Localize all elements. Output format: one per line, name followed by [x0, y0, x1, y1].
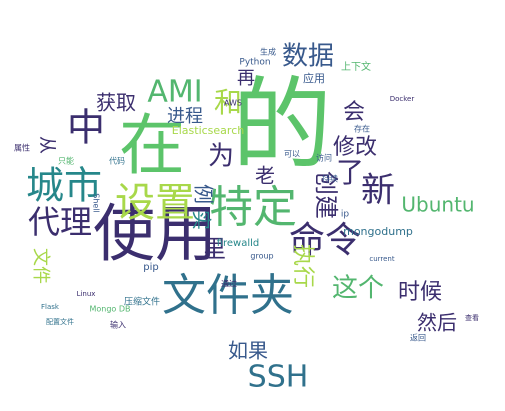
cloud-word: AWS — [224, 99, 242, 108]
cloud-word: 为 — [208, 142, 234, 172]
cloud-word: ip — [341, 210, 350, 220]
cloud-word: 持续 — [322, 174, 338, 184]
cloud-word: 通过 — [221, 279, 237, 289]
cloud-word: 压缩文件 — [124, 296, 160, 308]
cloud-word: 这个 — [332, 274, 384, 304]
cloud-word: group — [250, 252, 273, 261]
cloud-word: 代理 — [28, 203, 92, 241]
cloud-word: 配置文件 — [46, 317, 74, 326]
cloud-word: 里 — [202, 235, 226, 263]
cloud-word: 老 — [255, 164, 275, 188]
cloud-word: 上下文 — [341, 60, 371, 73]
cloud-word: AMI — [147, 75, 202, 110]
cloud-word: 特定 — [209, 182, 297, 233]
cloud-word: firewalld — [217, 238, 260, 249]
cloud-word: Ubuntu — [401, 193, 474, 217]
cloud-word: 应用 — [303, 71, 325, 85]
cloud-word: 使用 — [93, 197, 217, 270]
cloud-word: 文件夹 — [162, 270, 294, 321]
cloud-word: current — [369, 255, 395, 263]
cloud-word: 只能 — [58, 156, 74, 166]
cloud-word: Docker — [390, 95, 415, 103]
cloud-word: 输入 — [110, 320, 126, 330]
cloud-word: 会 — [343, 100, 365, 125]
cloud-word: 可以 — [284, 150, 300, 159]
cloud-word: 城市 — [26, 164, 102, 208]
cloud-word: 创建 — [312, 171, 340, 219]
cloud-word: 时候 — [398, 280, 442, 305]
cloud-word: mongodump — [343, 225, 413, 238]
cloud-word: 修改 — [333, 135, 377, 160]
cloud-word: 例 — [192, 184, 216, 204]
cloud-word: 实 — [190, 210, 214, 230]
cloud-word: 再 — [237, 68, 255, 89]
cloud-word: 获取 — [96, 91, 136, 115]
cloud-word: 中 — [67, 106, 105, 150]
cloud-word: 从 — [36, 136, 57, 154]
cloud-word: 如果 — [228, 339, 268, 363]
cloud-word: 然后 — [417, 311, 457, 335]
cloud-word: 了 — [336, 156, 364, 189]
cloud-word: 数据 — [282, 42, 334, 72]
cloud-word: Shell — [92, 193, 101, 213]
cloud-word: 返回 — [410, 334, 426, 343]
cloud-word: 属性 — [14, 143, 30, 153]
cloud-word: SSH — [248, 360, 309, 395]
cloud-word: 和 — [214, 86, 242, 119]
cloud-word: Flask — [41, 303, 60, 311]
cloud-word: 代码 — [109, 156, 125, 166]
cloud-word: 新 — [361, 171, 395, 211]
cloud-word: 命令 — [289, 220, 361, 261]
cloud-word: 存在 — [354, 124, 370, 134]
cloud-word: Python — [239, 58, 270, 68]
cloud-word: Elasticsearch — [172, 124, 244, 137]
cloud-word: pip — [143, 262, 158, 273]
cloud-word: 生成 — [260, 47, 276, 57]
cloud-word: 查看 — [465, 313, 479, 322]
cloud-word: 文件 — [30, 248, 51, 284]
cloud-word: 的 — [232, 66, 332, 183]
cloud-word: 执行 — [290, 244, 315, 288]
cloud-word: 进程 — [167, 106, 203, 127]
cloud-word: Mongo DB — [89, 305, 130, 314]
cloud-word: 访问 — [316, 153, 332, 163]
cloud-word: 设置 — [115, 180, 195, 226]
cloud-word: Linux — [77, 290, 96, 298]
cloud-word: 在 — [119, 107, 185, 184]
